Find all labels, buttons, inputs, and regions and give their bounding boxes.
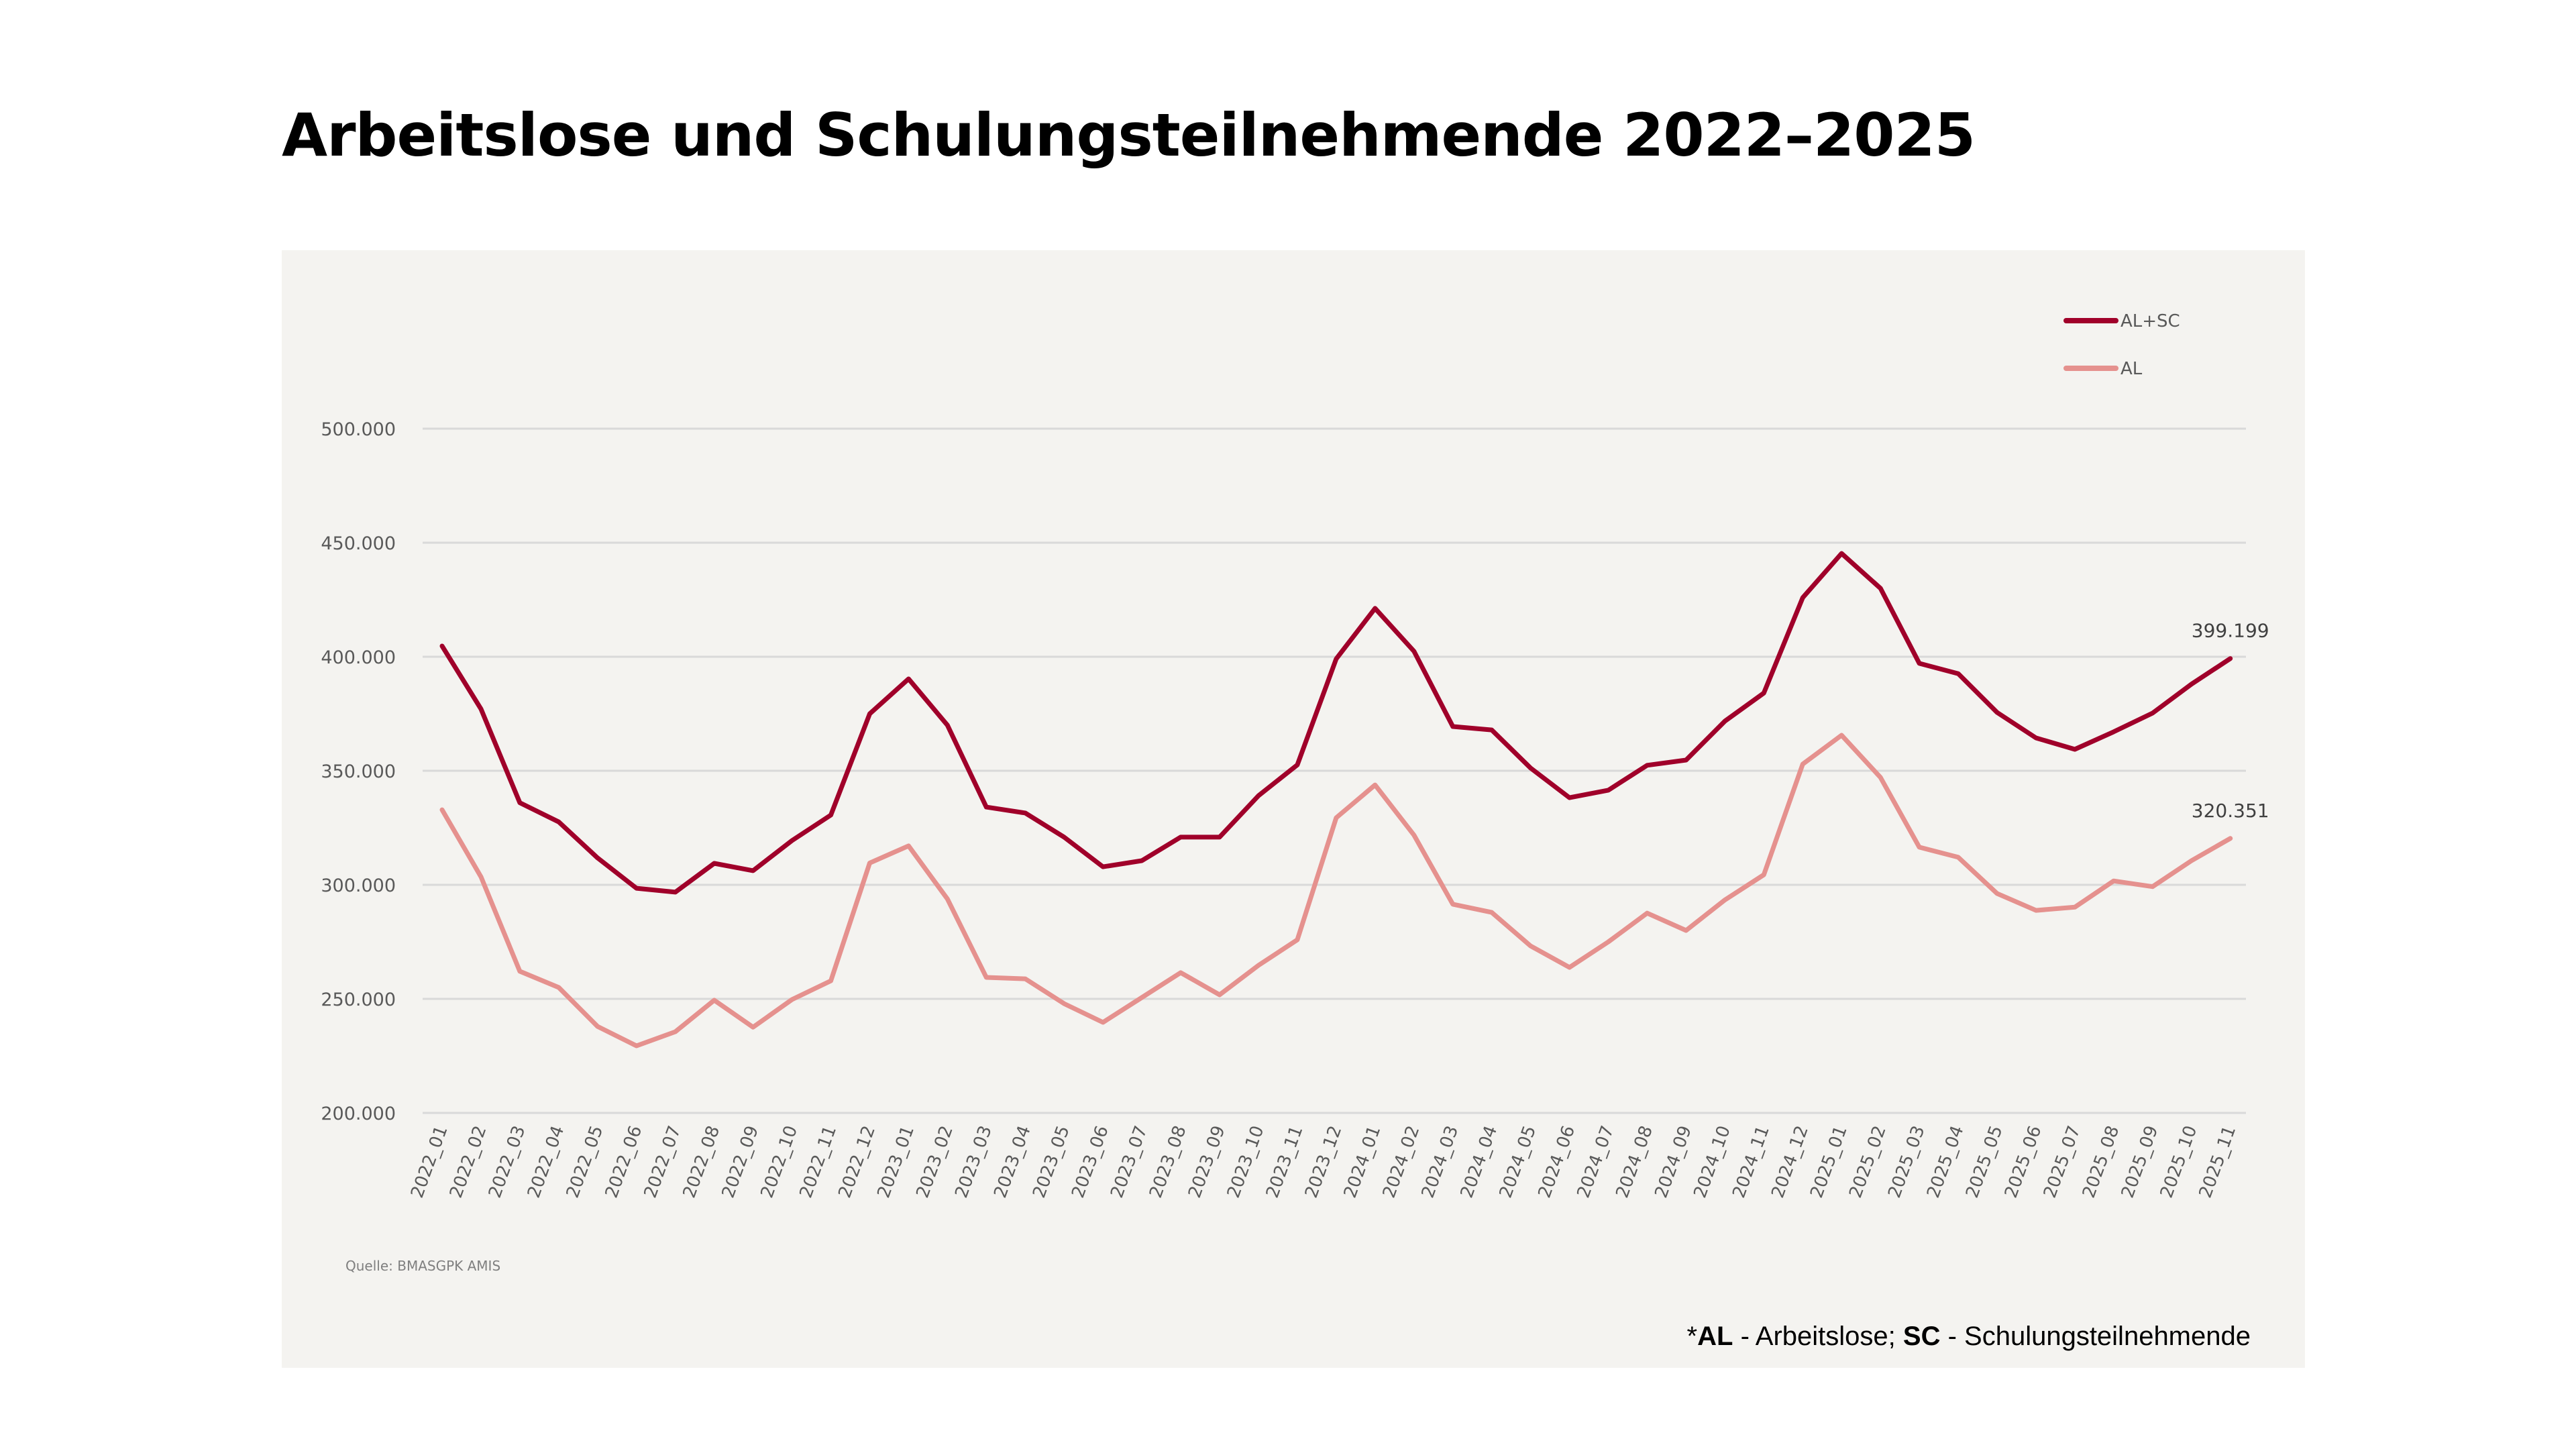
x-tick-label: 2022_09	[718, 1123, 763, 1201]
end-value-label: 320.351	[2192, 800, 2269, 822]
x-tick-label: 2022_02	[446, 1123, 491, 1201]
y-tick-label: 200.000	[321, 1104, 396, 1124]
footnote-desc-al: - Arbeitslose;	[1733, 1322, 1903, 1351]
x-tick-label: 2023_04	[990, 1123, 1035, 1201]
chart-panel	[282, 250, 2305, 1368]
x-tick-label: 2025_02	[1845, 1123, 1890, 1201]
x-tick-label: 2023_11	[1263, 1123, 1307, 1201]
gridlines	[423, 427, 2246, 1114]
footnote-desc-sc: - Schulungsteilnehmende	[1940, 1322, 2251, 1351]
footnote-abbr-sc: SC	[1902, 1322, 1941, 1351]
end-value-label: 399.199	[2192, 620, 2269, 642]
footnote-prefix: *	[1686, 1322, 1698, 1351]
footnote: *AL - Arbeitslose; SC - Schulungsteilneh…	[1687, 1322, 2251, 1352]
x-tick-label: 2024_08	[1612, 1123, 1657, 1201]
x-tick-label: 2025_03	[1884, 1123, 1929, 1201]
x-tick-label: 2022_05	[563, 1123, 608, 1201]
x-tick-label: 2024_12	[1768, 1123, 1813, 1201]
x-tick-label: 2025_04	[1923, 1123, 1968, 1201]
x-axis-labels: 2022_012022_022022_032022_042022_052022_…	[407, 1123, 2240, 1201]
x-tick-label: 2024_06	[1535, 1123, 1580, 1201]
x-tick-label: 2025_06	[2001, 1123, 2046, 1201]
y-tick-label: 400.000	[321, 647, 396, 668]
source-note: Quelle: BMASGPK AMIS	[345, 1258, 500, 1274]
chart-title: Arbeitslose und Schulungsteilnehmende 20…	[282, 101, 1976, 170]
x-tick-label: 2022_11	[796, 1123, 841, 1201]
x-tick-label: 2023_01	[873, 1123, 918, 1201]
x-tick-label: 2023_12	[1301, 1123, 1346, 1201]
x-tick-label: 2023_05	[1029, 1123, 1074, 1201]
x-tick-label: 2023_09	[1185, 1123, 1230, 1201]
x-tick-label: 2025_08	[2079, 1123, 2124, 1201]
y-tick-label: 450.000	[321, 533, 396, 554]
x-tick-label: 2025_01	[1807, 1123, 1851, 1201]
legend-label: AL+SC	[2121, 311, 2180, 331]
series-line-al-sc	[439, 551, 2233, 895]
y-tick-label: 250.000	[321, 989, 396, 1010]
x-tick-label: 2022_08	[680, 1123, 724, 1201]
footnote-abbr-al: AL	[1697, 1322, 1733, 1351]
x-tick-label: 2022_12	[835, 1123, 879, 1201]
y-axis-labels: 200.000 250.000 300.000 350.000 400.000 450.0…	[321, 419, 396, 1124]
x-tick-label: 2024_05	[1496, 1123, 1541, 1201]
legend: AL+SC AL	[2063, 311, 2180, 379]
x-tick-label: 2024_04	[1457, 1123, 1502, 1201]
x-tick-label: 2023_02	[912, 1123, 957, 1201]
x-tick-label: 2024_10	[1690, 1123, 1735, 1201]
x-tick-label: 2025_09	[2118, 1123, 2163, 1201]
y-tick-label: 500.000	[321, 419, 396, 440]
x-tick-label: 2024_01	[1340, 1123, 1385, 1201]
x-tick-label: 2022_03	[485, 1123, 530, 1201]
x-tick-label: 2022_01	[407, 1123, 452, 1201]
x-tick-label: 2024_03	[1418, 1123, 1463, 1201]
x-tick-label: 2025_07	[2040, 1123, 2085, 1201]
end-labels: 320.351 399.199	[2192, 620, 2269, 822]
y-tick-label: 300.000	[321, 875, 396, 896]
x-tick-label: 2023_07	[1107, 1123, 1152, 1201]
x-tick-label: 2023_08	[1146, 1123, 1191, 1201]
x-tick-label: 2024_11	[1729, 1123, 1774, 1201]
x-tick-label: 2022_06	[602, 1123, 647, 1201]
x-tick-label: 2024_09	[1651, 1123, 1696, 1201]
x-tick-label: 2023_06	[1068, 1123, 1113, 1201]
x-tick-label: 2025_11	[2196, 1123, 2241, 1201]
series-lines	[439, 551, 2233, 1049]
x-tick-label: 2024_02	[1379, 1123, 1424, 1201]
x-tick-label: 2022_07	[641, 1123, 686, 1201]
x-tick-label: 2025_10	[2157, 1123, 2202, 1201]
x-tick-label: 2025_05	[1962, 1123, 2007, 1201]
x-tick-label: 2022_04	[524, 1123, 569, 1201]
x-tick-label: 2023_03	[951, 1123, 996, 1201]
legend-label: AL	[2121, 359, 2143, 379]
x-tick-label: 2023_10	[1224, 1123, 1269, 1201]
x-tick-label: 2022_10	[757, 1123, 802, 1201]
y-tick-label: 350.000	[321, 761, 396, 782]
x-tick-label: 2024_07	[1573, 1123, 1618, 1201]
